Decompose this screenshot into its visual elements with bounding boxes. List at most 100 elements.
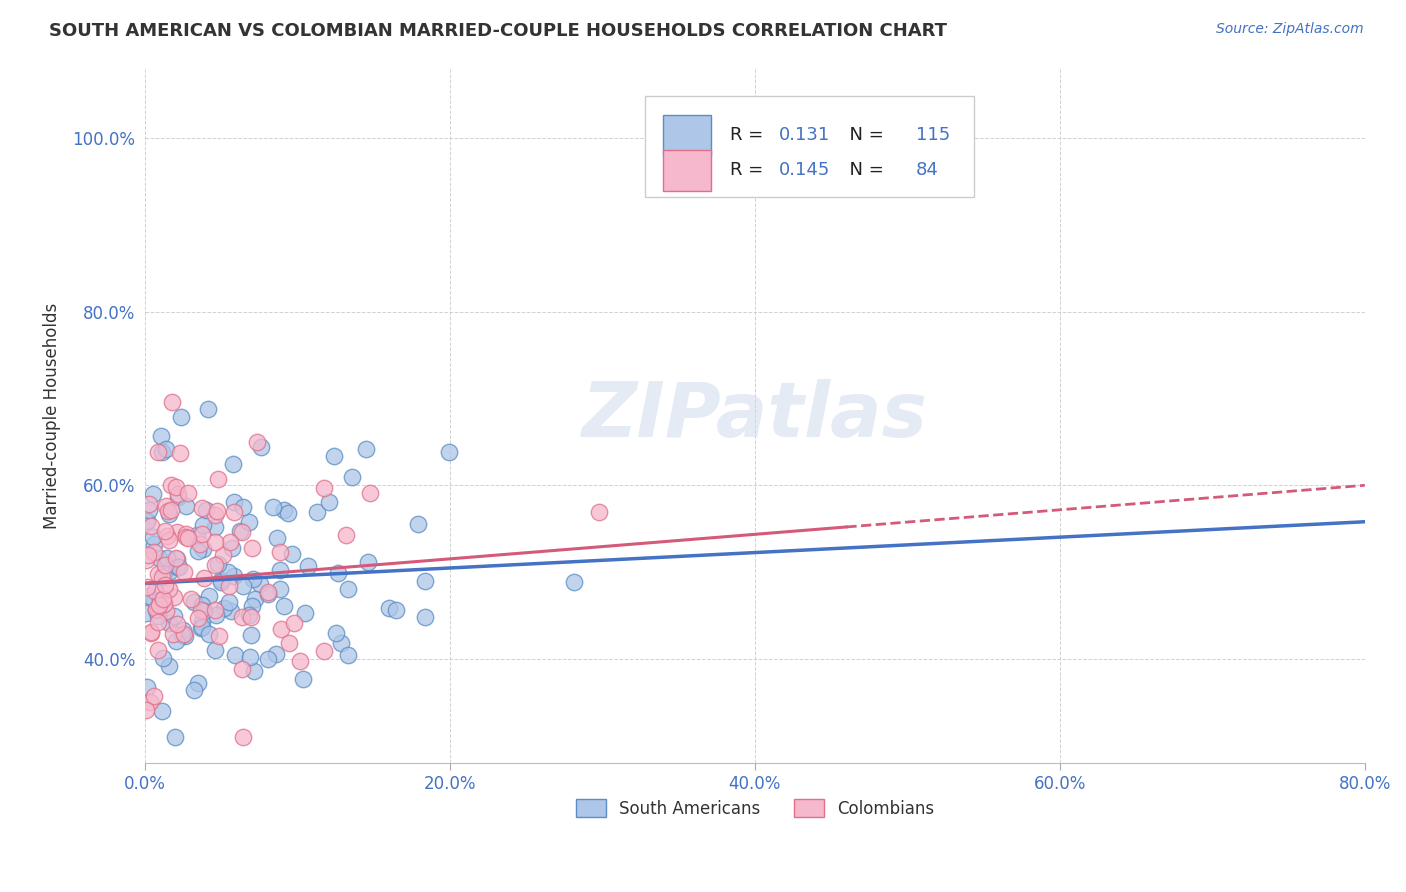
Point [146, 608, 169, 623]
Point [177, 485, 200, 500]
Point [163, 590, 186, 604]
Point [160, 477, 183, 491]
Point [162, 627, 184, 641]
Point [146, 642, 169, 657]
Point [323, 450, 346, 464]
Point [167, 487, 190, 501]
Text: 0.131: 0.131 [779, 127, 831, 145]
Point [176, 527, 198, 541]
Point [191, 620, 214, 634]
Point [149, 428, 172, 442]
Point [297, 559, 319, 574]
Point [378, 601, 401, 615]
Point [143, 593, 166, 607]
Point [330, 635, 353, 649]
Point [157, 658, 180, 673]
Point [169, 559, 191, 574]
Point [146, 602, 169, 616]
Point [148, 598, 170, 612]
Text: Source: ZipAtlas.com: Source: ZipAtlas.com [1216, 22, 1364, 37]
Point [204, 520, 226, 534]
Point [208, 630, 231, 644]
Point [204, 643, 226, 657]
Point [328, 566, 350, 581]
Point [142, 689, 165, 703]
Point [167, 490, 190, 504]
Point [150, 596, 173, 610]
Point [231, 662, 253, 676]
Point [354, 442, 377, 456]
Point [153, 524, 176, 539]
Point [174, 530, 197, 544]
Point [193, 604, 215, 618]
Point [204, 508, 226, 522]
Point [135, 553, 157, 567]
Point [266, 531, 288, 545]
Point [270, 622, 292, 636]
Point [294, 606, 316, 620]
Point [186, 528, 208, 542]
Point [138, 498, 160, 512]
Point [153, 578, 176, 592]
Point [204, 603, 226, 617]
Point [191, 501, 214, 516]
Point [336, 582, 359, 596]
Point [356, 555, 378, 569]
Point [159, 565, 181, 579]
Point [413, 574, 436, 589]
Point [239, 610, 262, 624]
Point [413, 609, 436, 624]
Point [150, 445, 173, 459]
Point [205, 607, 228, 622]
Point [136, 548, 159, 562]
Point [588, 505, 610, 519]
Point [138, 695, 160, 709]
Point [191, 518, 214, 533]
Point [232, 579, 254, 593]
Point [166, 559, 188, 574]
Point [135, 580, 157, 594]
Point [243, 665, 266, 679]
Point [148, 550, 170, 565]
Point [243, 592, 266, 607]
Text: SOUTH AMERICAN VS COLOMBIAN MARRIED-COUPLE HOUSEHOLDS CORRELATION CHART: SOUTH AMERICAN VS COLOMBIAN MARRIED-COUP… [49, 22, 948, 40]
Text: 115: 115 [915, 127, 950, 145]
Point [141, 624, 163, 639]
Point [256, 585, 278, 599]
Point [141, 530, 163, 544]
Point [239, 628, 262, 642]
Point [163, 730, 186, 744]
Point [207, 472, 229, 486]
Point [139, 626, 162, 640]
Point [292, 672, 315, 686]
Point [187, 610, 209, 624]
Point [219, 534, 242, 549]
Point [146, 445, 169, 459]
Point [307, 505, 329, 519]
Point [160, 503, 183, 517]
Point [187, 676, 209, 690]
Point [232, 730, 254, 744]
Point [136, 514, 159, 528]
Point [238, 608, 260, 623]
Point [209, 574, 232, 589]
Point [142, 544, 165, 558]
Point [166, 550, 188, 565]
FancyBboxPatch shape [664, 150, 711, 191]
Point [204, 558, 226, 572]
Point [148, 615, 170, 629]
Point [231, 610, 253, 624]
Point [190, 603, 212, 617]
Y-axis label: Married-couple Households: Married-couple Households [44, 302, 60, 529]
Point [218, 595, 240, 609]
Point [166, 617, 188, 632]
Point [191, 598, 214, 612]
Point [240, 541, 263, 556]
Point [191, 527, 214, 541]
Point [231, 500, 253, 514]
Point [246, 434, 269, 449]
Point [340, 469, 363, 483]
Point [169, 446, 191, 460]
Point [312, 481, 335, 495]
Point [183, 683, 205, 698]
